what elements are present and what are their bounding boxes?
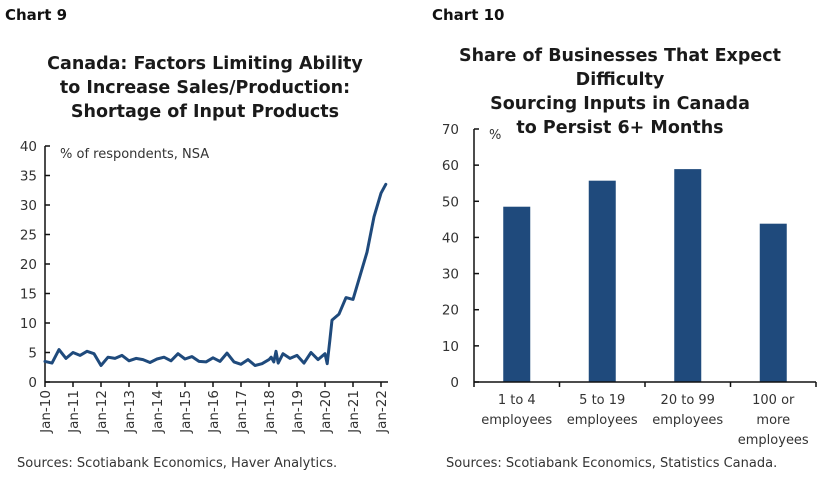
bar [759,223,787,382]
category-label: 100 or [752,393,795,408]
x-tick-label: Jan-19 [290,390,306,434]
category-label: employees [567,413,638,428]
y-tick-label: 40 [20,139,37,155]
chart-9-source: Sources: Scotiabank Economics, Haver Ana… [17,456,338,471]
x-tick-label: Jan-11 [66,390,82,434]
y-tick-label: 35 [20,169,37,185]
chart-9-title-line: to Increase Sales/Production: [59,78,351,98]
y-tick-label: 30 [20,198,37,214]
category-label: 20 to 99 [661,393,715,408]
y-tick-label: 10 [442,339,459,355]
y-tick-label: 10 [20,316,37,332]
category-label: employees [481,413,552,428]
x-tick-label: Jan-12 [94,390,110,434]
y-tick-label: 15 [20,287,37,303]
x-tick-label: Jan-13 [122,390,138,434]
x-tick-label: Jan-18 [262,390,278,434]
chart-10-source: Sources: Scotiabank Economics, Statistic… [446,456,778,471]
chart-9-title: Canada: Factors Limiting Ability to Incr… [20,52,390,124]
chart-9-title-line: Canada: Factors Limiting Ability [47,54,363,74]
y-tick-label: 50 [442,194,459,210]
category-label: employees [738,433,809,448]
y-axis-unit-label: % of respondents, NSA [60,147,209,162]
y-tick-label: 5 [28,346,37,362]
x-tick-label: Jan-21 [346,390,362,434]
y-tick-label: 25 [20,228,37,244]
category-label: employees [652,413,723,428]
y-tick-label: 60 [442,158,459,174]
y-axis-unit-label: % [489,128,501,143]
category-label: 5 to 19 [579,393,625,408]
chart-9-label: Chart 9 [5,6,68,24]
bar [503,206,531,382]
x-tick-label: Jan-17 [234,390,250,434]
x-tick-label: Jan-16 [206,390,222,434]
y-tick-label: 70 [442,122,459,138]
category-label: 1 to 4 [498,393,536,408]
chart-10-title: Share of Businesses That Expect Difficul… [420,44,820,140]
y-tick-label: 40 [442,230,459,246]
x-tick-label: Jan-14 [150,390,166,434]
chart-9-title-line: Shortage of Input Products [70,102,340,122]
chart-10-title-line: Sourcing Inputs in Canada [490,94,750,114]
category-label: more [756,413,790,428]
x-tick-label: Jan-20 [318,390,334,434]
y-tick-label: 20 [20,257,37,273]
y-tick-label: 0 [450,375,459,391]
x-tick-label: Jan-15 [178,390,194,434]
y-tick-label: 0 [28,375,37,391]
x-tick-label: Jan-22 [374,390,390,434]
x-tick-label: Jan-10 [38,390,54,434]
chart-10-title-line: Share of Businesses That Expect Difficul… [459,46,781,90]
chart-10-title-line: to Persist 6+ Months [516,118,724,138]
bar [674,169,702,382]
chart-10-label: Chart 10 [432,6,505,24]
y-tick-label: 30 [442,267,459,283]
bar [588,180,616,382]
y-tick-label: 20 [442,303,459,319]
